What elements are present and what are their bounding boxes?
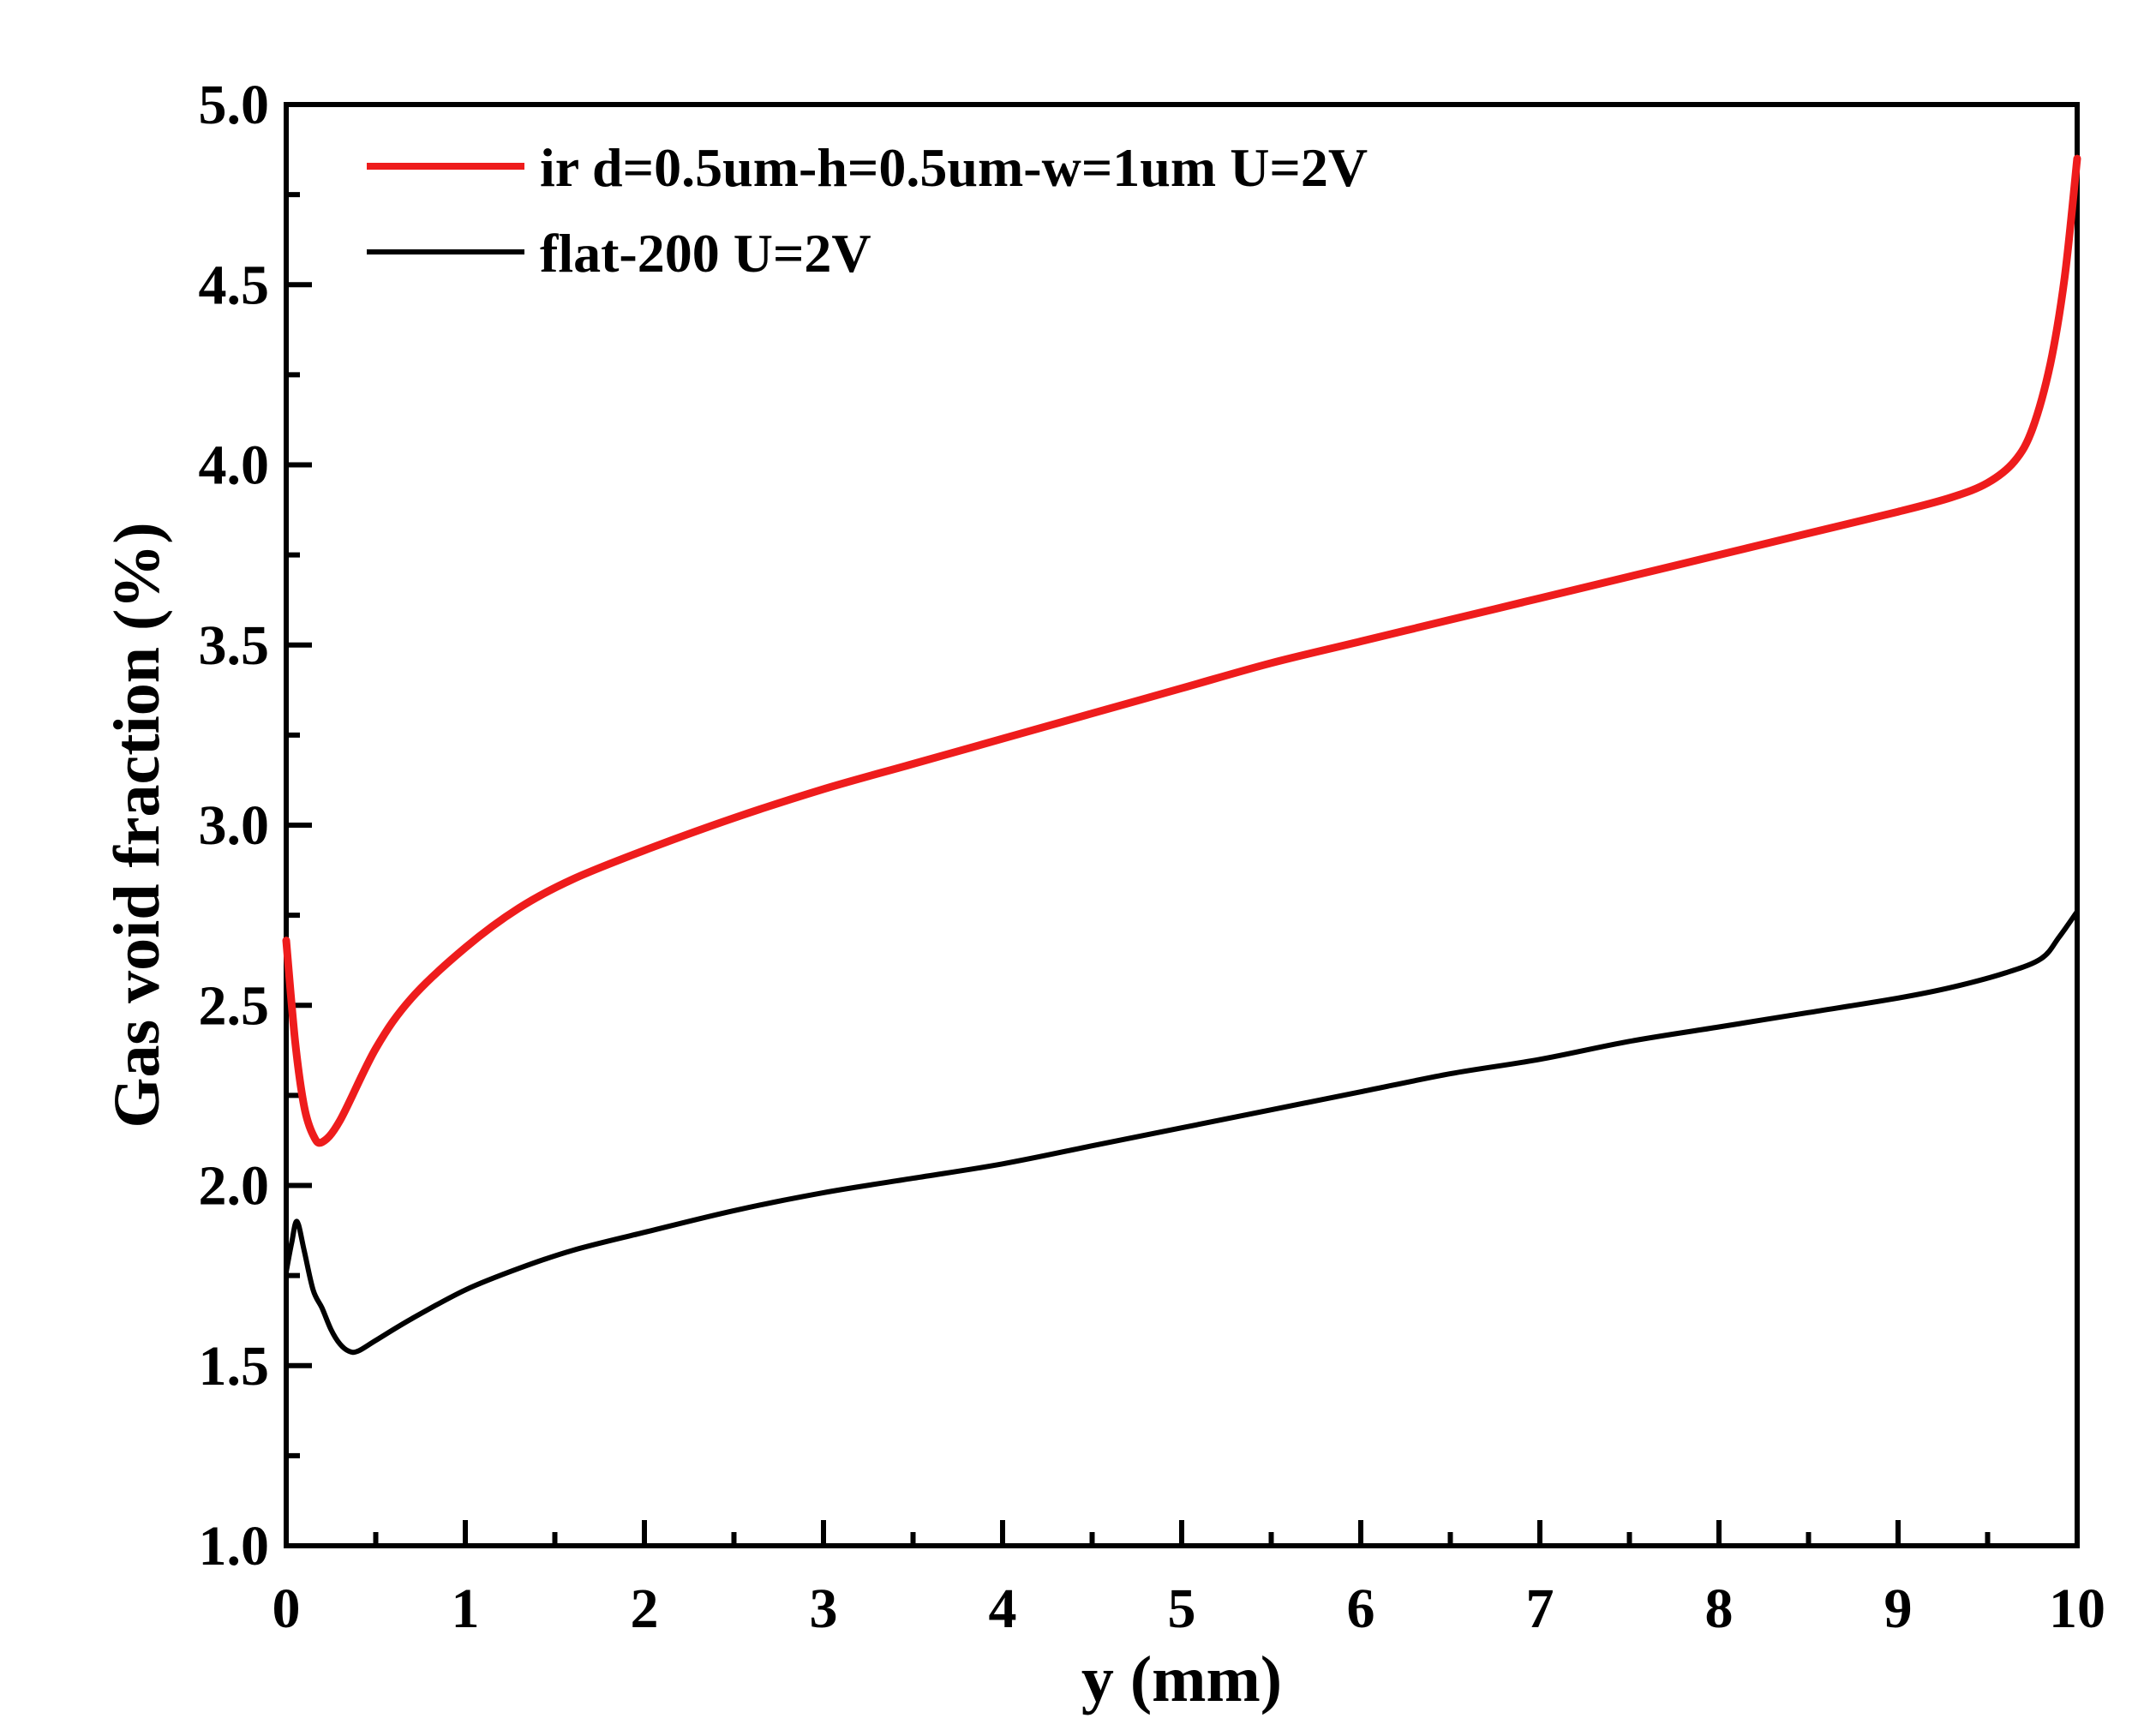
x-axis-ticks: [284, 1520, 2080, 1546]
y-tick-label: 4.0: [199, 434, 270, 497]
legend-label-ir: ir d=0.5um-h=0.5um-w=1um U=2V: [540, 137, 1368, 198]
x-tick-label: 10: [2049, 1577, 2105, 1640]
legend: ir d=0.5um-h=0.5um-w=1um U=2V flat-200 U…: [367, 137, 1368, 284]
y-tick-label: 1.0: [199, 1515, 270, 1577]
x-axis-title: y (mm): [1081, 1643, 1282, 1715]
y-tick-label: 1.5: [199, 1335, 270, 1398]
y-axis-tick-labels: 1.0 1.5 2.0 2.5 3.0 3.5 4.0 4.5 5.0: [199, 74, 270, 1577]
x-tick-label: 2: [631, 1577, 659, 1640]
x-tick-label: 4: [989, 1577, 1017, 1640]
series-lines: [282, 154, 2081, 1356]
x-tick-label: 1: [452, 1577, 480, 1640]
y-tick-label: 2.0: [199, 1155, 270, 1218]
series-line-ir: [282, 154, 2081, 1147]
x-tick-label: 3: [810, 1577, 838, 1640]
x-tick-label: 0: [272, 1577, 301, 1640]
y-tick-label: 5.0: [199, 74, 270, 136]
x-axis-tick-labels: 0 1 2 3 4 5 6 7 8 9 10: [272, 1577, 2106, 1640]
y-tick-label: 3.0: [199, 794, 270, 857]
x-tick-label: 6: [1347, 1577, 1375, 1640]
y-axis-title: Gas void fraction (%): [101, 522, 173, 1128]
x-tick-label: 5: [1168, 1577, 1196, 1640]
x-tick-label: 7: [1526, 1577, 1554, 1640]
y-tick-label: 2.5: [199, 974, 270, 1037]
x-tick-label: 8: [1705, 1577, 1734, 1640]
y-tick-label: 4.5: [199, 254, 270, 316]
x-tick-label: 9: [1884, 1577, 1913, 1640]
legend-label-flat: flat-200 U=2V: [540, 223, 871, 284]
y-axis-ticks: [286, 102, 312, 1548]
y-tick-label: 3.5: [199, 614, 270, 677]
plot-frame: [284, 102, 2080, 1548]
series-line-flat: [284, 908, 2080, 1356]
